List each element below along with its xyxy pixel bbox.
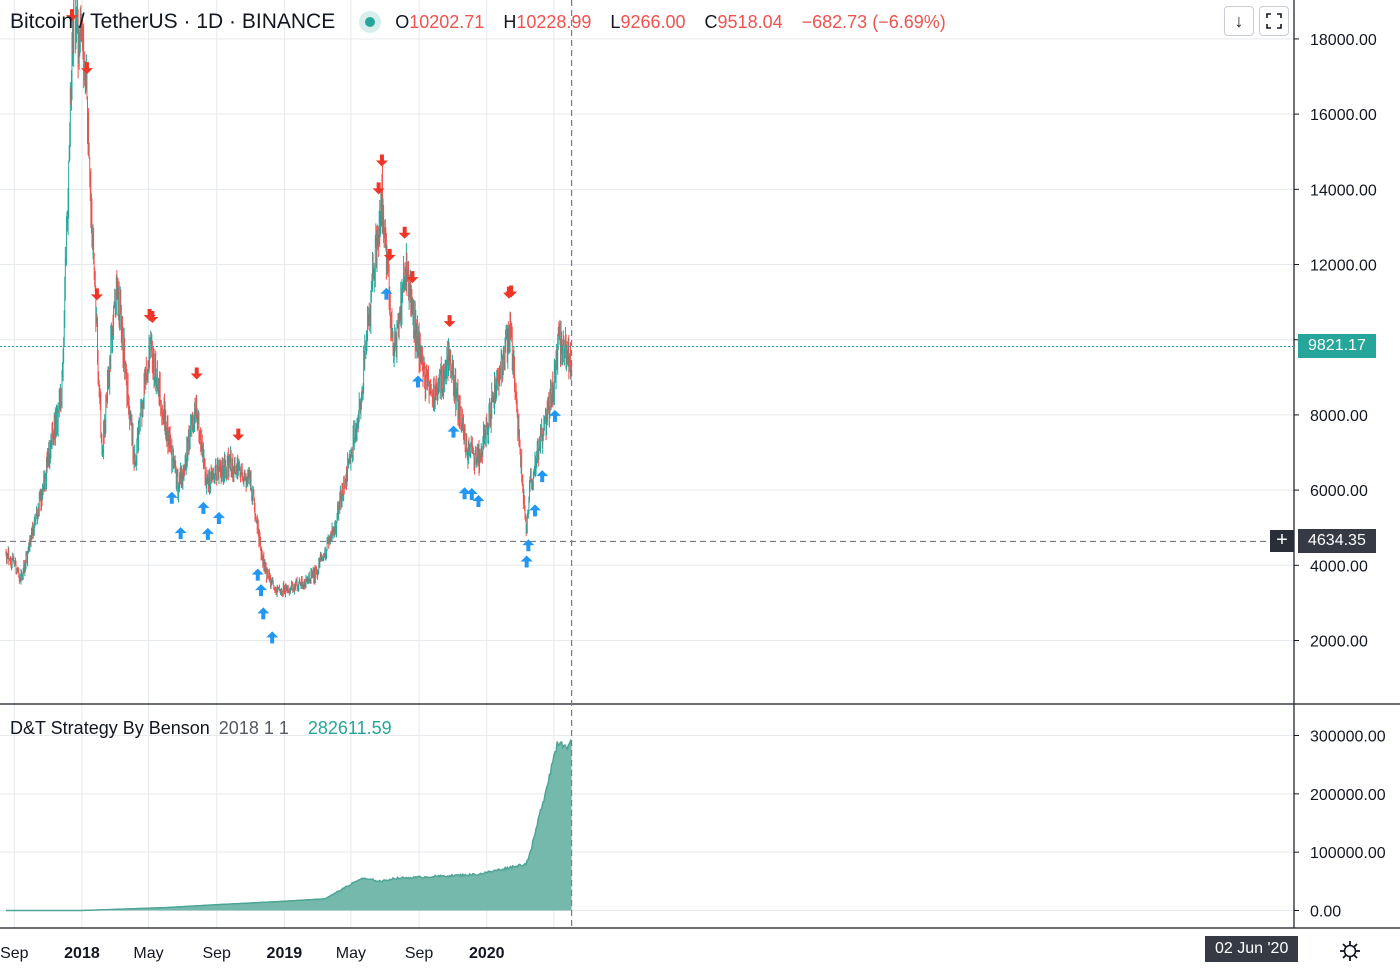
indicator-legend[interactable]: D&T Strategy By Benson 2018 1 1 282611.5… xyxy=(10,718,392,739)
ohlc-values: O10202.71 H10228.99 L9266.00 C9518.04 −6… xyxy=(395,11,946,32)
sell-arrow-icon xyxy=(372,182,385,195)
close-value: 9518.04 xyxy=(717,11,783,32)
settings-gear-icon[interactable] xyxy=(1338,939,1362,963)
buy-arrow-icon xyxy=(465,487,478,500)
price-tick-label: 8000.00 xyxy=(1310,408,1368,425)
price-tick-label: 14000.00 xyxy=(1310,182,1377,199)
chart-grid xyxy=(0,0,1294,928)
buy-arrow-icon xyxy=(536,470,549,483)
buy-arrow-icon xyxy=(520,555,533,568)
equity-tick-label: 0.00 xyxy=(1310,904,1341,921)
indicator-params: 2018 1 1 xyxy=(218,718,289,738)
sell-arrow-icon xyxy=(398,226,411,239)
scroll-down-button[interactable]: ↓ xyxy=(1224,6,1254,36)
buy-arrow-icon xyxy=(201,527,214,540)
equity-tick-label: 200000.00 xyxy=(1310,787,1386,804)
time-tick-label: 2019 xyxy=(267,945,303,962)
price-tick-label: 2000.00 xyxy=(1310,634,1368,651)
buy-arrow-icon xyxy=(528,504,541,517)
equity-line xyxy=(6,738,573,912)
change-value: −682.73 (−6.69%) xyxy=(801,11,946,32)
buy-arrow-icon xyxy=(255,584,268,597)
indicator-value: 282611.59 xyxy=(307,718,392,738)
buy-arrow-icon xyxy=(548,409,561,422)
equity-area xyxy=(6,740,572,911)
add-alert-icon[interactable]: + xyxy=(1270,530,1294,552)
sell-arrow-icon xyxy=(65,9,78,22)
time-tick-label: May xyxy=(336,945,366,962)
fullscreen-icon xyxy=(1266,13,1282,29)
sell-arrow-icon xyxy=(80,62,93,75)
arrow-down-icon: ↓ xyxy=(1234,10,1244,31)
price-axis[interactable]: 2000.004000.006000.008000.0010000.001200… xyxy=(1294,32,1386,921)
time-tick-label: Sep xyxy=(405,945,434,962)
sell-arrow-icon xyxy=(406,271,419,284)
time-axis[interactable]: Sep 2018 May Sep 2019 May Sep 2020 xyxy=(0,945,505,962)
buy-arrow-icon xyxy=(447,425,460,438)
buy-arrow-icon xyxy=(458,487,471,500)
market-status-icon xyxy=(365,17,376,27)
buy-arrow-icon xyxy=(472,495,485,508)
buy-arrow-icon xyxy=(522,539,535,552)
equity-area-series xyxy=(6,738,573,912)
sell-arrow-icon xyxy=(375,154,388,167)
crosshair-price-label: 4634.35 xyxy=(1298,529,1376,553)
symbol-title[interactable]: Bitcoin / TetherUS · 1D · BINANCE xyxy=(10,10,336,33)
indicator-name: D&T Strategy By Benson xyxy=(10,718,210,738)
high-value: 10228.99 xyxy=(516,11,592,32)
fullscreen-button[interactable] xyxy=(1259,6,1289,36)
price-tick-label: 16000.00 xyxy=(1310,107,1377,124)
crosshair-date-label: 02 Jun '20 xyxy=(1205,936,1299,962)
buy-arrow-icon xyxy=(197,501,210,514)
sell-arrow-icon xyxy=(190,367,203,380)
pane-frame xyxy=(0,0,1400,929)
buy-arrow-icon xyxy=(165,491,178,504)
time-tick-label: 2018 xyxy=(64,945,100,962)
candlestick-series xyxy=(5,0,573,598)
sell-arrow-icon xyxy=(505,285,518,298)
price-tick-label: 6000.00 xyxy=(1310,483,1368,500)
buy-arrow-icon xyxy=(380,287,393,300)
time-tick-label: Sep xyxy=(0,945,29,962)
price-tick-label: 12000.00 xyxy=(1310,258,1377,275)
trade-signal-markers xyxy=(65,9,561,644)
equity-tick-label: 100000.00 xyxy=(1310,845,1386,862)
buy-arrow-icon xyxy=(174,527,187,540)
sell-arrow-icon xyxy=(232,428,245,441)
buy-arrow-icon xyxy=(251,568,264,581)
time-tick-label: May xyxy=(133,945,163,962)
buy-arrow-icon xyxy=(257,607,270,620)
sell-arrow-icon xyxy=(146,310,159,323)
price-tick-label: 4000.00 xyxy=(1310,558,1368,575)
buy-arrow-icon xyxy=(212,512,225,525)
price-tick-label: 18000.00 xyxy=(1310,32,1377,49)
open-value: 10202.71 xyxy=(409,11,485,32)
low-value: 9266.00 xyxy=(620,11,686,32)
sell-arrow-icon xyxy=(90,288,103,301)
time-tick-label: Sep xyxy=(202,945,231,962)
buy-arrow-icon xyxy=(266,631,279,644)
sell-arrow-icon xyxy=(443,315,456,328)
equity-tick-label: 300000.00 xyxy=(1310,729,1386,746)
last-price-label: 9821.17 xyxy=(1298,334,1376,358)
sell-arrow-icon xyxy=(383,248,396,261)
time-tick-label: 2020 xyxy=(469,945,505,962)
symbol-legend: Bitcoin / TetherUS · 1D · BINANCE O10202… xyxy=(10,8,946,36)
buy-arrow-icon xyxy=(411,375,424,388)
